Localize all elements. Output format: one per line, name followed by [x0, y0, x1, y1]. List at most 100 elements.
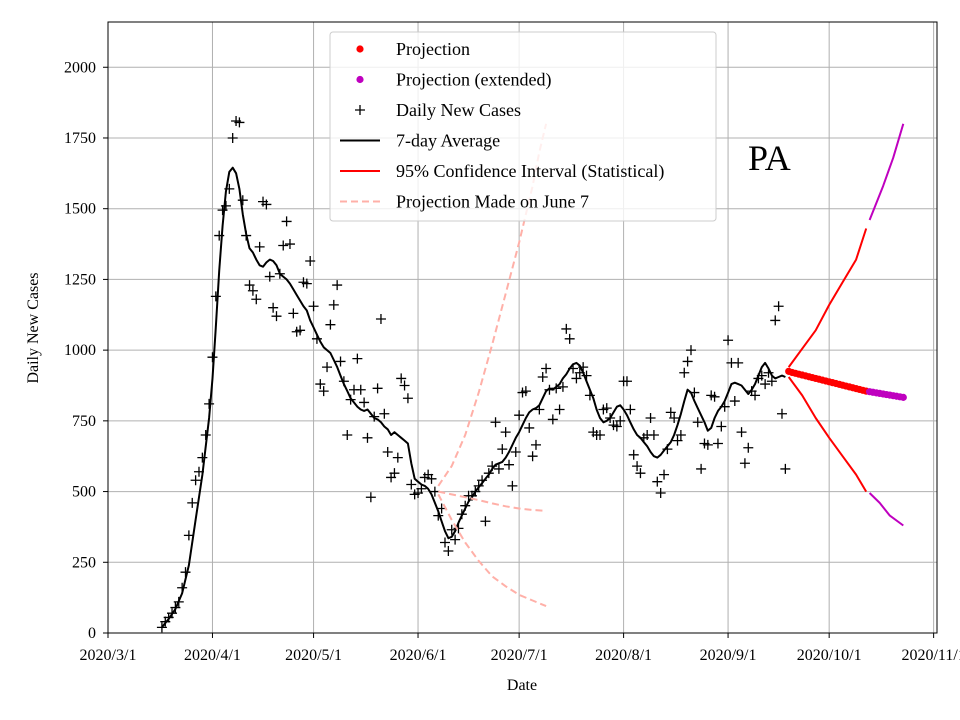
daily-case-marker [776, 408, 787, 419]
series-line [437, 493, 547, 608]
daily-case-marker [547, 414, 558, 425]
daily-case-marker [332, 280, 343, 291]
legend-label: 7-day Average [396, 131, 500, 151]
daily-case-marker [766, 376, 777, 387]
projection-point [899, 393, 907, 401]
series-line [161, 166, 786, 628]
daily-case-marker [611, 421, 622, 432]
legend-item-june: Projection Made on June 7 [340, 192, 589, 212]
daily-case-marker [712, 438, 723, 449]
daily-case-marker [561, 323, 572, 334]
series-line [787, 376, 868, 493]
daily-case-marker [736, 427, 747, 438]
daily-case-marker [271, 311, 282, 322]
daily-case-marker [284, 239, 295, 250]
daily-case-marker [669, 413, 680, 424]
daily-case-marker [702, 439, 713, 450]
daily-case-marker [490, 417, 501, 428]
daily-case-marker [261, 199, 272, 210]
legend-item-projection: Projection [356, 39, 470, 59]
x-tick-label: 2020/10/1 [797, 647, 862, 664]
daily-case-marker [318, 386, 329, 397]
daily-case-marker [197, 452, 208, 463]
legend-item-ci: 95% Confidence Interval (Statistical) [340, 161, 664, 182]
x-tick-label: 2020/6/1 [390, 647, 447, 664]
daily-case-marker [696, 463, 707, 474]
daily-case-marker [301, 278, 312, 289]
daily-case-marker [480, 516, 491, 527]
daily-case-marker [207, 352, 218, 363]
plot-frame [107, 21, 938, 634]
daily-case-marker [268, 302, 279, 313]
daily-case-marker [375, 314, 386, 325]
daily-case-marker [325, 319, 336, 330]
y-tick-label: 0 [88, 625, 96, 642]
x-tick-label: 2020/4/1 [184, 647, 241, 664]
daily-case-marker [359, 397, 370, 408]
daily-case-marker [716, 421, 727, 432]
legend-label: 95% Confidence Interval (Statistical) [396, 161, 664, 182]
daily-case-marker [635, 468, 646, 479]
x-tick-label: 2020/9/1 [700, 647, 757, 664]
daily-case-marker [564, 333, 575, 344]
daily-case-marker [355, 384, 366, 395]
daily-case-marker [760, 379, 771, 390]
y-tick-label: 250 [72, 554, 96, 571]
legend-item-projection_ext: Projection (extended) [356, 70, 551, 91]
daily-case-marker [210, 291, 221, 302]
daily-case-marker [655, 487, 666, 498]
daily-case-marker [183, 530, 194, 541]
daily-case-marker [247, 285, 258, 296]
daily-case-marker [254, 241, 265, 252]
daily-case-marker [770, 315, 781, 326]
legend-label: Projection Made on June 7 [396, 192, 589, 212]
x-axis: 2020/3/1 2020/4/1 2020/5/1 2020/6/1 2020/7/1… [80, 633, 960, 664]
daily-case-marker [342, 429, 353, 440]
daily-case-marker [595, 429, 606, 440]
daily-case-marker [315, 379, 326, 390]
series-95-ci-lower [787, 376, 868, 493]
daily-case-marker [645, 413, 656, 424]
daily-case-marker [322, 362, 333, 373]
daily-case-marker [682, 356, 693, 367]
daily-case-marker [392, 452, 403, 463]
series-line [438, 490, 547, 512]
daily-case-marker [524, 422, 535, 433]
daily-case-marker [685, 345, 696, 356]
daily-case-marker [379, 408, 390, 419]
y-tick-label: 2000 [64, 59, 96, 76]
daily-case-marker [493, 463, 504, 474]
series-line [868, 123, 905, 221]
x-tick-label: 2020/7/1 [491, 647, 548, 664]
x-tick-label: 2020/3/1 [80, 647, 137, 664]
series-95-ci-upper [787, 228, 868, 368]
series-7-day-average [161, 166, 786, 628]
daily-case-marker [621, 376, 632, 387]
x-tick-label: 2020/11/1 [901, 647, 960, 664]
daily-case-marker [504, 459, 515, 470]
daily-case-marker [281, 216, 292, 227]
daily-case-marker [672, 435, 683, 446]
daily-case-marker [729, 396, 740, 407]
daily-case-marker [156, 622, 167, 633]
state-annotation: PA [748, 138, 791, 178]
daily-case-marker [328, 299, 339, 310]
legend-marker [356, 75, 364, 84]
daily-case-marker [278, 240, 289, 251]
legend-label: Daily New Cases [396, 100, 521, 120]
daily-case-marker [429, 486, 440, 497]
daily-case-marker [220, 200, 231, 211]
legend-item-avg: 7-day Average [340, 131, 500, 151]
daily-case-marker [190, 475, 201, 486]
daily-case-marker [554, 404, 565, 415]
daily-case-marker [520, 386, 531, 397]
series-projection-extended [866, 388, 907, 401]
daily-case-marker [288, 308, 299, 319]
daily-case-marker [396, 373, 407, 384]
x-tick-label: 2020/5/1 [285, 647, 342, 664]
daily-case-marker [628, 449, 639, 460]
daily-case-marker [743, 442, 754, 453]
daily-case-marker [362, 432, 373, 443]
daily-case-marker [426, 473, 437, 484]
daily-case-marker [527, 451, 538, 462]
